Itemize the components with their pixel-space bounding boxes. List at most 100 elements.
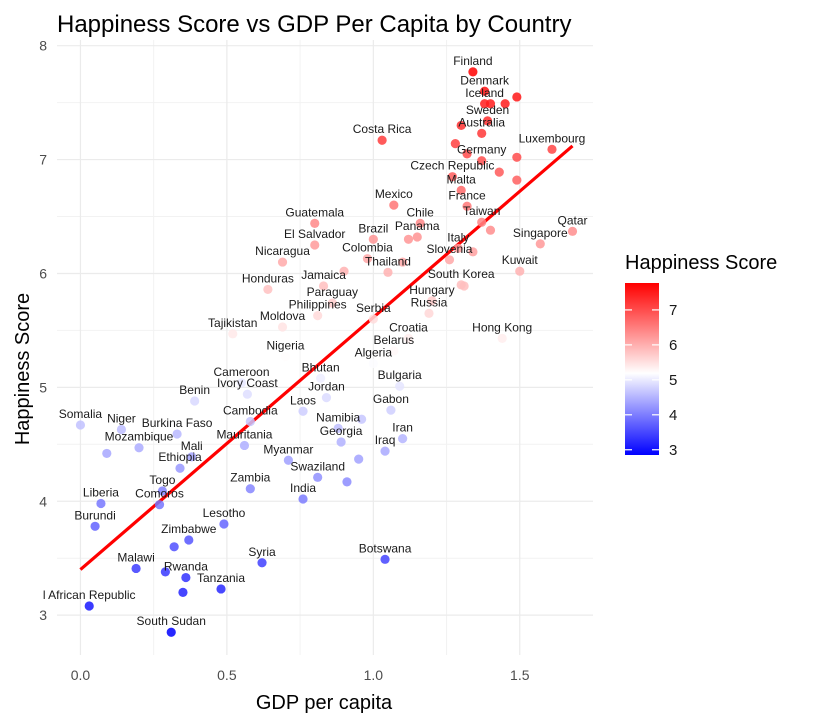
legend-tick-label: 3 (669, 442, 677, 459)
data-point (424, 308, 434, 318)
trend-line-group (79, 144, 574, 571)
data-point (178, 587, 188, 597)
point-label: l African Republic (43, 588, 136, 602)
x-tick-label: 1.0 (364, 667, 384, 683)
data-point (512, 92, 522, 102)
data-point (398, 257, 408, 267)
point-label: Mozambique (105, 430, 174, 444)
data-point (512, 152, 522, 162)
data-point (453, 243, 463, 254)
data-point (368, 234, 378, 244)
data-point (415, 218, 425, 228)
data-point (242, 389, 252, 399)
data-point (468, 67, 478, 77)
point-label: Tajikistan (208, 316, 257, 330)
point-label: Gabon (373, 392, 409, 406)
point-label: Guatemala (285, 205, 344, 219)
legend-tick-label: 6 (669, 337, 677, 354)
point-label: Namibia (316, 410, 360, 424)
legend-colorbar (625, 283, 659, 455)
data-point (84, 601, 94, 611)
point-label: Botswana (359, 541, 412, 555)
data-point (500, 99, 510, 109)
point-label: Zimbabwe (161, 522, 217, 536)
data-point (333, 423, 343, 433)
point-label: Ethiopia (158, 450, 202, 464)
point-label: Iraq (375, 433, 396, 447)
data-point (310, 240, 320, 250)
data-point (389, 346, 399, 356)
point-label: Costa Rica (353, 122, 412, 136)
data-point (160, 567, 170, 577)
data-point (310, 218, 320, 228)
data-point (398, 434, 408, 444)
point-label: Cambodia (223, 404, 278, 418)
data-point (377, 135, 387, 145)
data-point (257, 558, 267, 568)
data-point (184, 535, 194, 545)
point-label: El Salvador (284, 227, 345, 241)
data-point (386, 405, 396, 415)
data-point (169, 542, 179, 552)
point-label: Zambia (230, 471, 270, 485)
point-label: Sweden (466, 103, 509, 117)
data-point (403, 333, 414, 343)
data-point (277, 322, 288, 332)
data-point (535, 239, 545, 249)
point-label: Singapore (513, 226, 568, 240)
data-point (172, 429, 182, 439)
points (75, 67, 578, 637)
point-label: Australia (458, 115, 505, 129)
point-label: Tanzania (197, 571, 245, 585)
point-label: Finland (453, 54, 492, 68)
data-point (485, 225, 496, 235)
point-label: Serbia (356, 301, 391, 315)
data-point (368, 358, 378, 369)
x-tick-label: 0.0 (71, 667, 91, 683)
data-point (181, 572, 191, 583)
data-point (219, 519, 229, 529)
data-point (547, 144, 557, 154)
point-label: Moldova (260, 309, 306, 323)
point-label: Somalia (59, 407, 103, 421)
point-label: Comoros (135, 487, 184, 501)
data-point (102, 448, 112, 459)
data-point (116, 424, 127, 435)
point-label: Nicaragua (255, 244, 310, 258)
data-point (368, 314, 378, 324)
data-point (245, 416, 255, 427)
data-point (477, 217, 487, 227)
legend-tick-label: 4 (669, 407, 677, 424)
data-point (485, 99, 496, 109)
point-label: Benin (179, 383, 210, 397)
point-label: Honduras (242, 271, 294, 285)
data-point (239, 440, 250, 451)
data-point (96, 498, 106, 509)
data-point (477, 156, 487, 166)
legend-tick-label: 5 (669, 372, 677, 389)
data-point (447, 172, 458, 182)
point-label: Czech Republic (410, 159, 494, 173)
point-label: Ivory Coast (217, 376, 278, 390)
point-label: Slovenia (426, 242, 472, 256)
y-axis-title: Happiness Score (12, 293, 34, 445)
data-point (336, 437, 346, 447)
chart-title: Happiness Score vs GDP Per Capita by Cou… (57, 11, 571, 38)
data-point (389, 200, 399, 210)
trend-line (79, 144, 574, 571)
data-point (187, 452, 197, 462)
data-point (134, 443, 144, 453)
point-label: Laos (290, 393, 316, 407)
y-tick-label: 5 (39, 379, 47, 395)
point-label: Belarus (373, 333, 414, 347)
point-label: Russia (411, 295, 448, 309)
data-point (403, 234, 414, 244)
data-point (339, 266, 349, 276)
data-point (497, 333, 507, 343)
point-label: Syria (248, 545, 276, 559)
point-label: Panama (395, 219, 440, 233)
data-point (450, 139, 460, 149)
data-point (236, 378, 247, 388)
point-label: Burkina Faso (142, 416, 213, 430)
